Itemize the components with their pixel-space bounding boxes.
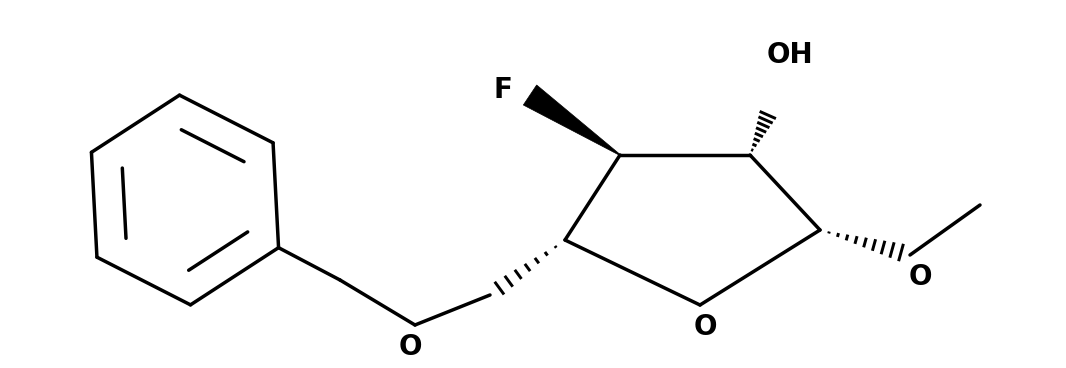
Text: F: F	[494, 76, 512, 104]
Text: O: O	[908, 263, 932, 291]
Text: OH: OH	[766, 41, 813, 69]
Text: O: O	[693, 313, 716, 341]
Text: O: O	[399, 333, 422, 361]
Polygon shape	[523, 85, 620, 155]
